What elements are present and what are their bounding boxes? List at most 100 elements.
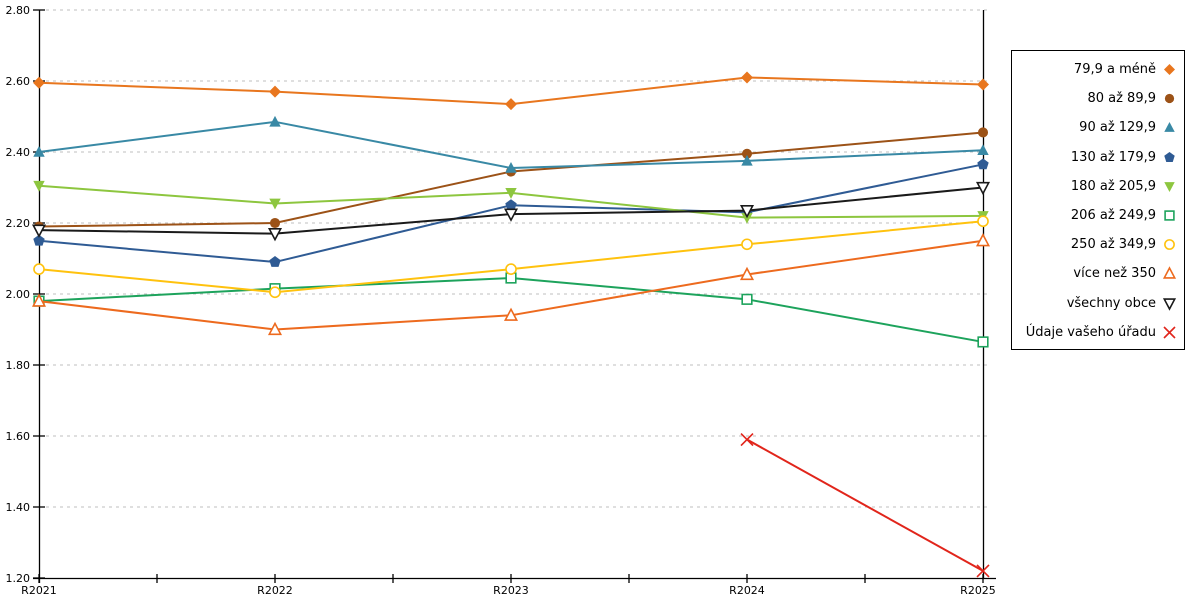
legend-item: Údaje vašeho úřadu bbox=[1016, 318, 1177, 347]
series-7 bbox=[31, 233, 991, 336]
legend-item: všechny obce bbox=[1016, 289, 1177, 318]
legend-item: 79,9 a méně bbox=[1016, 55, 1177, 84]
marker-diamond-icon bbox=[977, 78, 989, 91]
series-4 bbox=[33, 180, 989, 224]
x-tick-label: R2025 bbox=[960, 584, 996, 597]
marker-circle-icon bbox=[741, 148, 753, 159]
marker-square-icon bbox=[977, 336, 989, 348]
legend-marker-icon bbox=[1162, 266, 1177, 281]
legend-item: 80 až 89,9 bbox=[1016, 84, 1177, 113]
legend-marker-icon bbox=[1162, 91, 1177, 106]
marker-triangle-up-icon bbox=[977, 144, 989, 156]
marker-triangle-down-icon bbox=[269, 198, 281, 210]
marker-triangle-down-icon bbox=[31, 224, 47, 238]
series-8 bbox=[31, 181, 991, 242]
legend-label: 250 až 349,9 bbox=[1070, 237, 1156, 253]
legend-item: 180 až 205,9 bbox=[1016, 172, 1177, 201]
legend-marker-icon bbox=[1162, 296, 1177, 311]
marker-triangle-up-icon bbox=[31, 293, 47, 307]
legend-marker-icon bbox=[1162, 62, 1177, 77]
marker-circle-icon bbox=[1164, 239, 1175, 251]
legend-marker-icon bbox=[1162, 325, 1177, 340]
marker-circle-icon bbox=[33, 263, 45, 275]
y-tick-label: 1.40 bbox=[6, 501, 31, 514]
marker-diamond-icon bbox=[33, 76, 45, 89]
marker-diamond-icon bbox=[741, 71, 753, 84]
x-tick-label: R2023 bbox=[493, 584, 529, 597]
legend-marker-icon bbox=[1162, 150, 1177, 165]
y-tick-label: 2.00 bbox=[6, 288, 31, 301]
marker-circle-icon bbox=[269, 286, 281, 299]
legend-marker-icon bbox=[1162, 208, 1177, 223]
legend-marker-icon bbox=[1162, 179, 1177, 194]
marker-triangle-down-icon bbox=[267, 228, 283, 242]
marker-triangle-up-icon bbox=[739, 266, 755, 281]
marker-pentagon-icon bbox=[269, 256, 281, 267]
y-tick-label: 1.80 bbox=[6, 359, 31, 372]
legend-marker-icon bbox=[1162, 237, 1177, 252]
legend-label: Údaje vašeho úřadu bbox=[1025, 324, 1156, 340]
legend-marker-icon bbox=[1162, 120, 1177, 135]
marker-pentagon-icon bbox=[33, 234, 45, 246]
legend: 79,9 a méně 80 až 89,9 90 až 129,9 130 a… bbox=[1011, 50, 1185, 350]
marker-triangle-down-icon bbox=[975, 181, 991, 196]
marker-circle-icon bbox=[1164, 94, 1175, 104]
y-tick-label: 2.60 bbox=[6, 75, 31, 88]
legend-label: všechny obce bbox=[1066, 295, 1156, 311]
marker-diamond-icon bbox=[505, 98, 517, 111]
marker-triangle-down-icon bbox=[505, 188, 517, 199]
legend-label: 130 až 179,9 bbox=[1070, 149, 1156, 165]
series-0 bbox=[33, 71, 989, 111]
marker-square-icon bbox=[741, 293, 753, 305]
marker-triangle-up-icon bbox=[1162, 266, 1177, 280]
marker-triangle-up-icon bbox=[505, 161, 517, 173]
marker-triangle-up-icon bbox=[267, 321, 283, 336]
legend-label: 206 až 249,9 bbox=[1070, 208, 1156, 224]
marker-circle-icon bbox=[977, 127, 989, 138]
marker-diamond-icon bbox=[269, 85, 281, 98]
marker-circle-icon bbox=[505, 263, 517, 275]
x-tick-label: R2022 bbox=[257, 584, 293, 597]
y-tick-label: 2.40 bbox=[6, 146, 31, 159]
marker-triangle-up-icon bbox=[1164, 122, 1175, 133]
series-line bbox=[746, 438, 984, 572]
marker-pentagon-icon bbox=[505, 199, 517, 211]
x-tick-label: R2024 bbox=[729, 584, 765, 597]
marker-circle-icon bbox=[269, 217, 281, 229]
legend-item: 90 až 129,9 bbox=[1016, 113, 1177, 142]
marker-triangle-down-icon bbox=[1164, 181, 1175, 192]
marker-pentagon-icon bbox=[977, 158, 989, 170]
y-tick-label: 1.20 bbox=[6, 572, 31, 585]
marker-circle-icon bbox=[741, 238, 753, 251]
marker-triangle-up-icon bbox=[741, 154, 753, 166]
legend-label: 90 až 129,9 bbox=[1079, 120, 1156, 136]
marker-triangle-up-icon bbox=[975, 233, 991, 247]
marker-square-icon bbox=[1164, 210, 1175, 221]
legend-label: 180 až 205,9 bbox=[1070, 178, 1156, 194]
marker-diamond-icon bbox=[1164, 64, 1175, 76]
legend-item: více než 350 bbox=[1016, 259, 1177, 288]
marker-triangle-down-icon bbox=[739, 204, 755, 219]
marker-triangle-down-icon bbox=[1162, 297, 1177, 311]
legend-item: 130 až 179,9 bbox=[1016, 143, 1177, 172]
marker-x-icon bbox=[740, 432, 754, 447]
marker-pentagon-icon bbox=[1164, 151, 1175, 162]
marker-triangle-down-icon bbox=[33, 180, 45, 192]
series-2 bbox=[33, 115, 989, 173]
marker-x-icon bbox=[976, 564, 990, 578]
y-tick-label: 2.80 bbox=[6, 4, 31, 17]
legend-label: 80 až 89,9 bbox=[1087, 91, 1156, 107]
y-tick-label: 2.20 bbox=[6, 217, 31, 230]
marker-x-icon bbox=[1163, 326, 1176, 339]
y-tick-label: 1.60 bbox=[6, 430, 31, 443]
series-9 bbox=[740, 432, 990, 578]
marker-circle-icon bbox=[977, 215, 989, 228]
series-6 bbox=[33, 215, 989, 299]
legend-label: více než 350 bbox=[1073, 266, 1156, 282]
legend-item: 206 až 249,9 bbox=[1016, 201, 1177, 230]
x-tick-label: R2021 bbox=[21, 584, 57, 597]
marker-triangle-up-icon bbox=[33, 146, 45, 157]
marker-triangle-up-icon bbox=[503, 307, 519, 321]
